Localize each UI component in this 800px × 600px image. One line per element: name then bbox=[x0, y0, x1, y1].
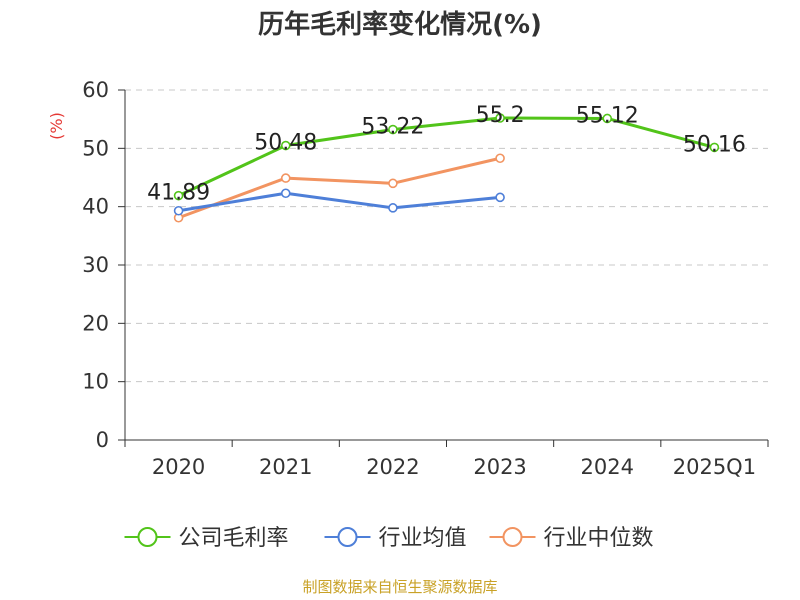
x-tick-label: 2023 bbox=[473, 455, 526, 479]
grid-lines bbox=[125, 89, 768, 383]
y-axis-unit: (%) bbox=[47, 112, 66, 140]
series-lines bbox=[173, 113, 720, 223]
data-point bbox=[495, 113, 505, 123]
data-point bbox=[280, 140, 291, 151]
x-tick-label: 2025Q1 bbox=[673, 455, 756, 479]
data-point bbox=[388, 124, 398, 135]
x-tick-label: 2020 bbox=[152, 455, 205, 479]
data-point bbox=[173, 205, 184, 216]
data-point bbox=[602, 113, 613, 124]
data-label: 55.2 bbox=[476, 103, 525, 128]
y-tick-label: 10 bbox=[82, 370, 109, 394]
data-point bbox=[388, 203, 398, 213]
chart-title: 历年毛利率变化情况(%) bbox=[258, 9, 542, 40]
data-point bbox=[495, 192, 505, 203]
data-label: 41.89 bbox=[147, 181, 210, 206]
y-tick-label: 40 bbox=[82, 195, 109, 219]
legend-item-3[interactable]: 行业中位数 bbox=[489, 526, 654, 551]
series-line bbox=[177, 156, 502, 220]
x-tick-label: 2022 bbox=[366, 455, 419, 479]
data-point bbox=[280, 173, 291, 183]
legend-marker bbox=[337, 527, 358, 547]
data-label: 50.48 bbox=[254, 131, 317, 156]
data-label: 55.12 bbox=[576, 103, 639, 128]
legend[interactable]: 公司毛利率 行业均值 行业中位数 bbox=[124, 526, 654, 551]
y-tick-label: 50 bbox=[82, 136, 109, 160]
legend-marker bbox=[502, 527, 523, 547]
x-tick-label: 2021 bbox=[259, 455, 312, 479]
data-point bbox=[495, 153, 505, 164]
x-tick-label: 2024 bbox=[581, 455, 634, 479]
data-label: 53.22 bbox=[361, 115, 424, 140]
series-1 bbox=[173, 113, 720, 201]
series-line bbox=[177, 116, 716, 198]
y-tick-label: 30 bbox=[82, 253, 109, 277]
legend-label: 公司毛利率 bbox=[179, 526, 289, 551]
legend-label: 行业中位数 bbox=[544, 526, 654, 551]
data-point bbox=[709, 142, 720, 153]
y-tick-label: 20 bbox=[82, 311, 109, 335]
data-point bbox=[280, 188, 291, 199]
data-point bbox=[388, 178, 398, 189]
series-line bbox=[177, 191, 502, 213]
series-3 bbox=[173, 153, 505, 223]
source-note: 制图数据来自恒生聚源数据库 bbox=[302, 578, 497, 596]
legend-item-1[interactable]: 公司毛利率 bbox=[124, 526, 289, 551]
axes: 0 10 20 30 40 50 60 2020 2021 2022 2023 2024 2025Q1 bbox=[82, 78, 769, 479]
y-tick-label: 0 bbox=[96, 428, 109, 452]
data-point bbox=[173, 190, 184, 201]
data-labels: 41.89 50.48 53.22 55.2 55.12 50.16 bbox=[147, 103, 746, 206]
legend-item-2[interactable]: 行业均值 bbox=[324, 526, 467, 551]
y-tick-label: 60 bbox=[82, 78, 109, 102]
data-label: 50.16 bbox=[683, 132, 746, 157]
series-2 bbox=[173, 188, 505, 216]
legend-marker bbox=[137, 527, 158, 547]
legend-label: 行业均值 bbox=[379, 526, 467, 551]
